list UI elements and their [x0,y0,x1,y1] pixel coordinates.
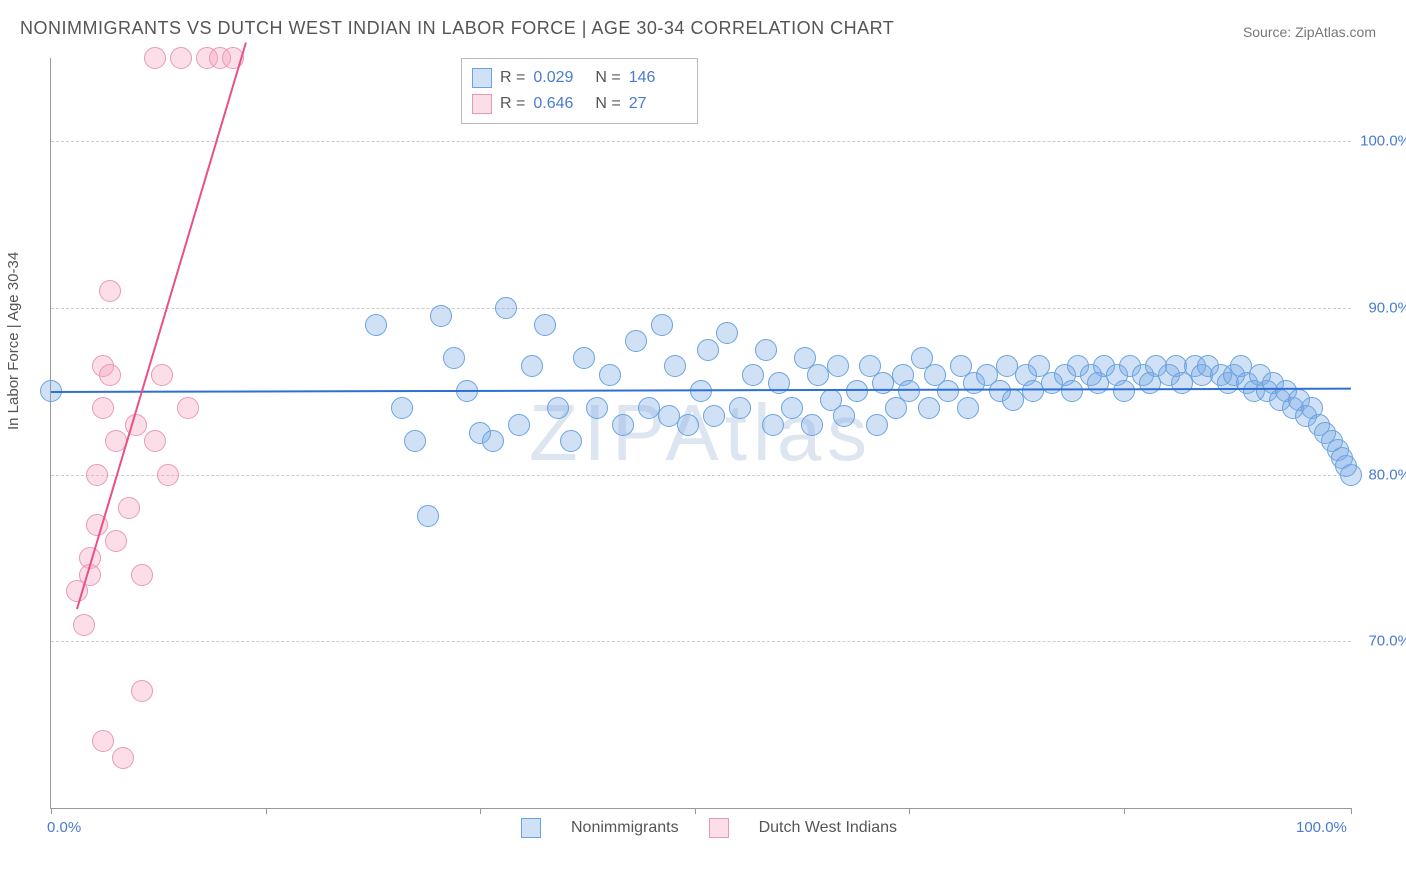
series-label: Nonimmigrants [571,819,679,837]
scatter-point [144,430,166,452]
swatch-icon [472,68,492,88]
scatter-point [177,397,199,419]
series-legend: Nonimmigrants Dutch West Indians [521,818,897,838]
scatter-point [86,464,108,486]
scatter-point [430,305,452,327]
scatter-point [1061,380,1083,402]
scatter-point [404,430,426,452]
scatter-point [73,614,95,636]
scatter-point [144,47,166,69]
n-label: N = [595,91,620,117]
gridline [51,641,1351,642]
y-tick-label: 90.0% [1368,300,1406,317]
scatter-point [482,430,504,452]
scatter-point [170,47,192,69]
scatter-point [547,397,569,419]
x-tick-mark [266,808,267,814]
scatter-point [651,314,673,336]
scatter-point [534,314,556,336]
scatter-point [417,505,439,527]
y-axis-label: In Labor Force | Age 30-34 [5,252,22,430]
n-value: 146 [629,65,683,91]
scatter-point [677,414,699,436]
scatter-point [99,280,121,302]
scatter-point [801,414,823,436]
scatter-point [391,397,413,419]
scatter-point [157,464,179,486]
n-value: 27 [629,91,683,117]
swatch-icon [521,818,541,838]
scatter-point [105,530,127,552]
scatter-point [1340,464,1362,486]
scatter-point [898,380,920,402]
legend-row: R = 0.029 N = 146 [472,65,683,91]
scatter-point [612,414,634,436]
scatter-point [697,339,719,361]
y-tick-label: 80.0% [1368,466,1406,483]
swatch-icon [709,818,729,838]
scatter-point [92,730,114,752]
scatter-point [729,397,751,419]
x-tick-label: 0.0% [47,819,81,836]
scatter-point [827,355,849,377]
trendline [76,42,247,609]
x-tick-label: 100.0% [1296,819,1347,836]
scatter-point [92,397,114,419]
y-tick-label: 70.0% [1368,633,1406,650]
gridline [51,475,1351,476]
x-tick-mark [695,808,696,814]
scatter-point [833,405,855,427]
scatter-point [625,330,647,352]
scatter-point [118,497,140,519]
swatch-icon [472,94,492,114]
scatter-point [781,397,803,419]
scatter-point [703,405,725,427]
legend-row: R = 0.646 N = 27 [472,91,683,117]
scatter-point [560,430,582,452]
x-tick-mark [480,808,481,814]
scatter-point [508,414,530,436]
gridline [51,141,1351,142]
scatter-point [495,297,517,319]
r-label: R = [500,91,525,117]
n-label: N = [595,65,620,91]
series-label: Dutch West Indians [759,819,897,837]
scatter-point [99,364,121,386]
x-tick-mark [1351,808,1352,814]
scatter-point [599,364,621,386]
scatter-point [957,397,979,419]
correlation-legend: R = 0.029 N = 146 R = 0.646 N = 27 [461,58,698,124]
scatter-point [755,339,777,361]
scatter-point [443,347,465,369]
scatter-point [131,680,153,702]
scatter-point [365,314,387,336]
r-value: 0.646 [533,91,587,117]
scatter-point [918,397,940,419]
r-label: R = [500,65,525,91]
scatter-point [762,414,784,436]
scatter-point [742,364,764,386]
scatter-point [573,347,595,369]
scatter-point [937,380,959,402]
chart-title: NONIMMIGRANTS VS DUTCH WEST INDIAN IN LA… [20,18,894,39]
scatter-point [112,747,134,769]
x-tick-mark [909,808,910,814]
y-tick-label: 100.0% [1360,133,1406,150]
x-tick-mark [1124,808,1125,814]
chart-plot-area: ZIPAtlas R = 0.029 N = 146 R = 0.646 N =… [50,58,1351,809]
r-value: 0.029 [533,65,587,91]
scatter-point [131,564,153,586]
scatter-point [846,380,868,402]
x-tick-mark [51,808,52,814]
source-label: Source: ZipAtlas.com [1243,24,1376,40]
scatter-point [664,355,686,377]
scatter-point [866,414,888,436]
scatter-point [151,364,173,386]
scatter-point [521,355,543,377]
gridline [51,308,1351,309]
scatter-point [1113,380,1135,402]
scatter-point [586,397,608,419]
scatter-point [716,322,738,344]
